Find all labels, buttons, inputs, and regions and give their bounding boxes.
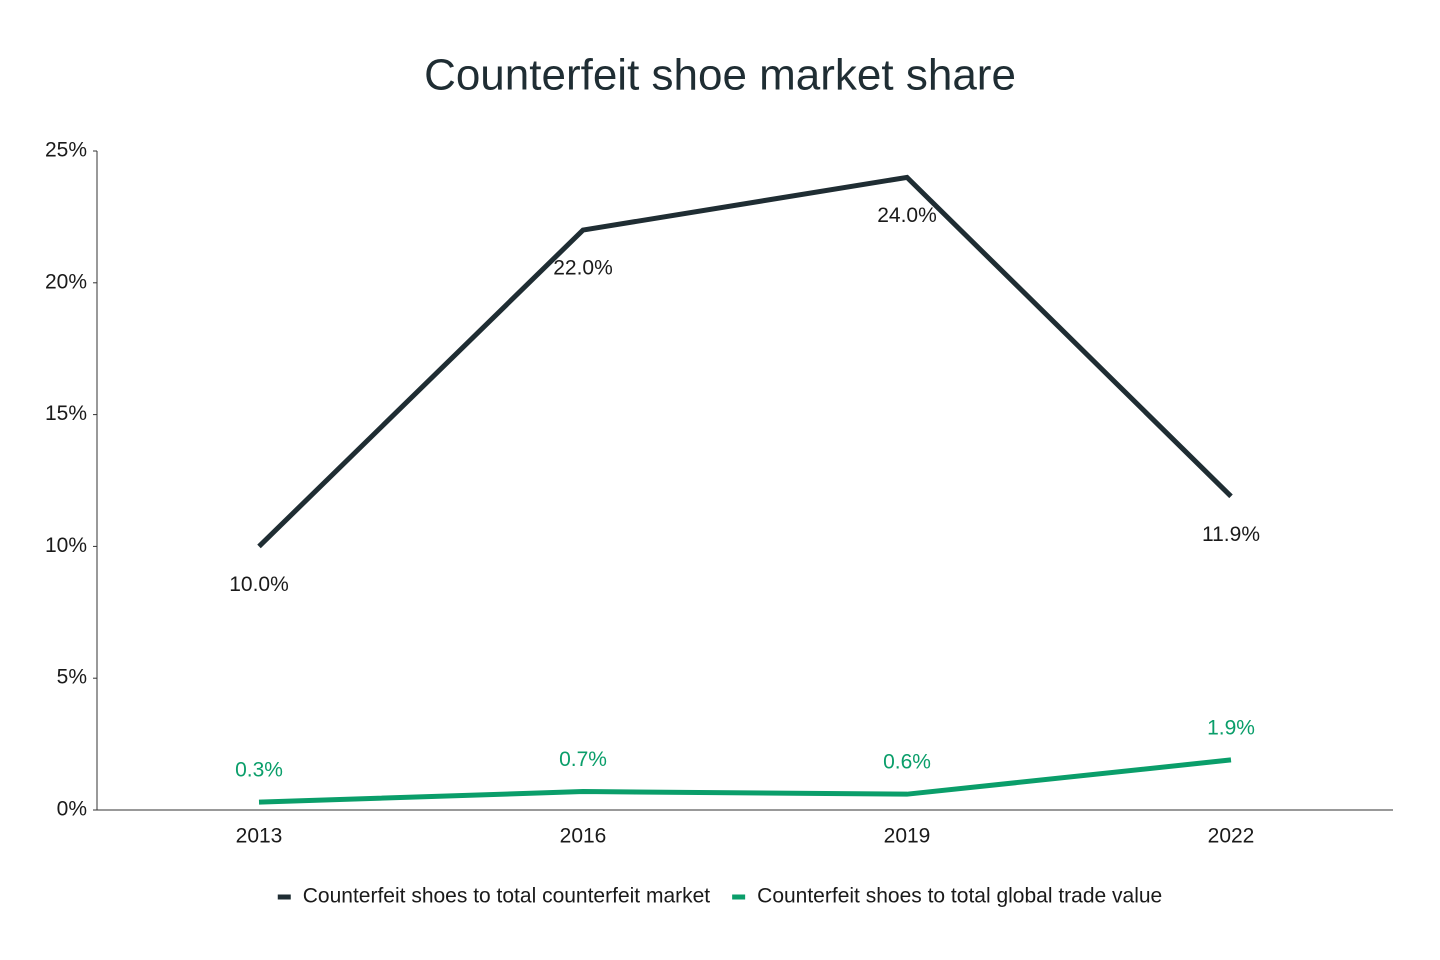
x-tick-label: 2019	[884, 825, 931, 848]
data-label: 11.9%	[1202, 523, 1260, 546]
legend-label: Counterfeit shoes to total counterfeit m…	[303, 885, 711, 908]
data-label: 0.7%	[559, 748, 607, 771]
y-tick-label: 25%	[45, 139, 87, 162]
y-tick-label: 5%	[57, 666, 87, 689]
data-label: 22.0%	[553, 257, 613, 280]
x-tick-label: 2013	[236, 825, 283, 848]
series-line	[258, 757, 1232, 805]
data-label: 10.0%	[229, 573, 289, 596]
legend: Counterfeit shoes to total counterfeit m…	[277, 885, 1162, 908]
chart-title: Counterfeit shoe market share	[424, 51, 1016, 100]
y-tick-label: 0%	[57, 798, 87, 821]
data-label: 0.3%	[235, 759, 283, 782]
legend-label: Counterfeit shoes to total global trade …	[757, 885, 1162, 908]
y-tick-label: 20%	[45, 270, 87, 293]
x-tick-label: 2022	[1208, 825, 1255, 848]
data-label: 24.0%	[877, 204, 937, 227]
y-tick-label: 15%	[45, 402, 87, 425]
series-line	[257, 174, 1233, 549]
y-tick-label: 10%	[45, 534, 87, 557]
x-tick-label: 2016	[560, 825, 607, 848]
data-label: 0.6%	[883, 751, 931, 774]
data-label: 1.9%	[1207, 716, 1255, 739]
